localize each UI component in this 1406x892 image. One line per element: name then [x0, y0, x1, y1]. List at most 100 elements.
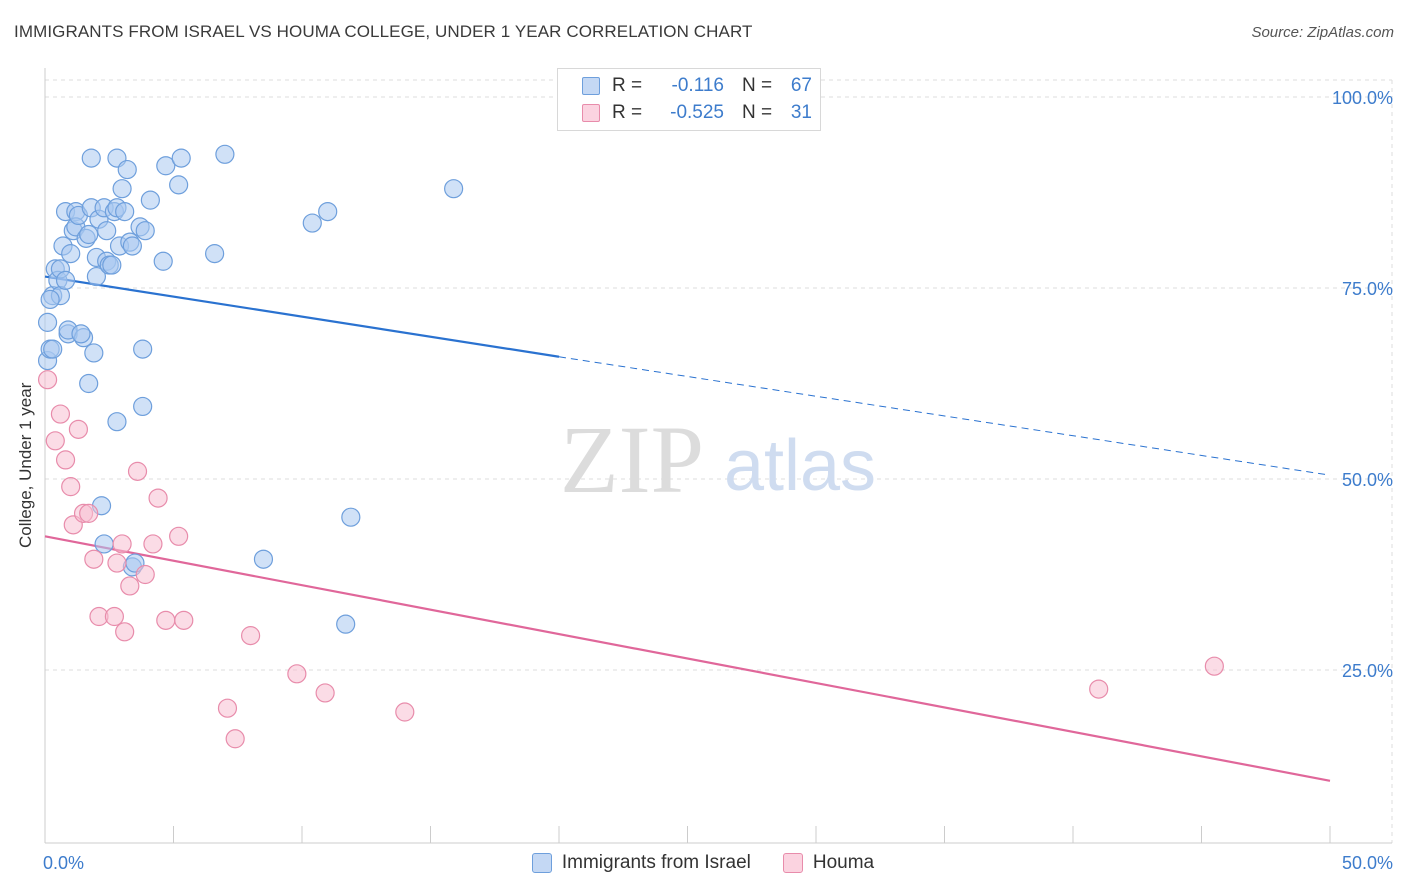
data-point [135, 221, 155, 241]
data-point [71, 324, 91, 344]
series-israel [37, 144, 464, 634]
legend-label-israel: Immigrants from Israel [561, 852, 751, 873]
data-point [86, 266, 107, 287]
data-point [61, 477, 81, 497]
source-label: Source: ZipAtlas.com [1251, 24, 1394, 41]
data-point [215, 144, 235, 164]
data-point [287, 664, 307, 684]
grid-lines [45, 79, 1393, 843]
x-tick-label: 0.0% [43, 853, 84, 873]
chart-title: IMMIGRANTS FROM ISRAEL VS HOUMA COLLEGE,… [14, 22, 753, 41]
stats-row-israel: R = -0.116 N = 67 [582, 73, 812, 99]
trendline-houma [44, 535, 1331, 782]
data-point [133, 396, 153, 417]
watermark-zip: ZIP [560, 406, 704, 513]
data-point [1204, 656, 1224, 676]
data-point [115, 622, 135, 642]
data-point [107, 412, 127, 432]
series-houma [37, 370, 1224, 749]
data-point [174, 610, 194, 630]
n-value: 31 [790, 102, 812, 123]
data-point [97, 221, 117, 241]
x-tick-label: 50.0% [1342, 853, 1393, 873]
data-point [318, 202, 338, 222]
data-point [153, 251, 173, 271]
data-point [112, 534, 132, 554]
stats-row-houma: R = -0.525 N = 31 [582, 100, 812, 126]
data-point [40, 289, 60, 310]
data-point [302, 213, 322, 233]
data-point [50, 404, 71, 424]
y-tick-label: 25.0% [1342, 661, 1393, 681]
data-point [68, 419, 89, 439]
data-point [115, 202, 135, 222]
data-point [37, 370, 58, 390]
data-point [43, 339, 63, 359]
data-point [241, 626, 261, 646]
data-point [156, 156, 176, 176]
trendline-israel [44, 275, 560, 358]
data-point [79, 224, 99, 245]
houma-swatch [582, 104, 600, 122]
watermark: ZIP atlas [560, 406, 876, 513]
data-point [217, 698, 238, 718]
data-point [84, 549, 104, 569]
data-point [253, 549, 274, 569]
data-point [156, 610, 176, 630]
israel-swatch [531, 853, 552, 873]
n-label: N = [742, 75, 773, 96]
data-point [336, 614, 356, 634]
data-point [169, 526, 189, 546]
israel-swatch [582, 77, 600, 95]
n-label: N = [742, 102, 773, 123]
data-point [79, 373, 99, 394]
data-point [37, 312, 58, 332]
data-point [112, 179, 132, 199]
r-value: -0.116 [671, 75, 724, 96]
data-point [171, 148, 191, 168]
data-point [61, 244, 81, 264]
data-point [315, 683, 335, 703]
trendlines [44, 275, 1331, 782]
data-point [225, 729, 245, 749]
data-point [79, 503, 99, 523]
r-value: -0.525 [670, 102, 724, 123]
data-point [205, 244, 225, 264]
n-value: 67 [790, 75, 812, 96]
r-label: R = [612, 75, 643, 96]
data-point [104, 606, 124, 627]
data-point [135, 564, 155, 585]
data-point [117, 159, 137, 180]
data-points [37, 144, 1224, 749]
data-point [444, 179, 464, 199]
watermark-atlas: atlas [724, 426, 876, 506]
y-tick-label: 50.0% [1342, 470, 1393, 490]
data-point [45, 431, 65, 451]
legend-label-houma: Houma [812, 852, 875, 873]
series-legend: Immigrants from Israel Houma [0, 852, 1406, 874]
data-point [148, 488, 168, 508]
stats-legend: R = -0.116 N = 67 R = -0.525 N = 31 [557, 68, 821, 131]
data-point [341, 507, 361, 527]
data-point [133, 339, 153, 359]
houma-swatch [782, 853, 803, 873]
tick-labels: 100.0% 75.0% 50.0% 25.0% 0.0% 50.0% [43, 88, 1393, 873]
data-point [1089, 679, 1109, 699]
legend-item-israel: Immigrants from Israel [531, 852, 751, 874]
r-label: R = [612, 102, 643, 123]
data-point [120, 576, 140, 596]
y-axis-label: College, Under 1 year [16, 382, 35, 548]
y-tick-label: 100.0% [1332, 88, 1393, 108]
data-point [102, 255, 122, 275]
legend-item-houma: Houma [782, 852, 875, 874]
data-point [122, 236, 142, 256]
data-point [169, 175, 189, 195]
axes [44, 68, 1392, 844]
data-point [94, 534, 114, 554]
data-point [127, 461, 148, 481]
data-point [140, 190, 160, 210]
data-point [55, 270, 76, 290]
data-point [84, 343, 104, 363]
trendline-israel-extension [558, 356, 1331, 476]
